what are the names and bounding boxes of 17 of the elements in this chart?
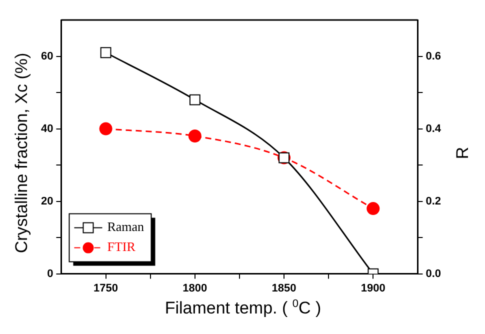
x-tick-label: 1750 — [94, 282, 118, 294]
y-tick-label: 20 — [40, 195, 54, 208]
y2-axis-title: R — [453, 146, 473, 160]
y2-tick-label: 0.4 — [426, 122, 442, 135]
y2-tick-label: 0.6 — [426, 50, 442, 62]
x-tick-label: 1800 — [182, 282, 208, 294]
y-tick-label: 0 — [47, 268, 54, 280]
x-tick-label: 1900 — [360, 282, 386, 294]
legend-label: Raman — [107, 219, 145, 234]
x-axis-title: Filament temp. ( $^{0}$C ) — [164, 298, 322, 318]
y-axis-title: Crystalline fraction, Xc (%) — [12, 52, 32, 254]
y2-tick-label: 0.0 — [426, 268, 442, 280]
y-tick-label: 60 — [40, 50, 54, 62]
y2-tick-label: 0.2 — [426, 195, 442, 208]
y-tick-label: 40 — [40, 122, 54, 135]
x-tick-label: 1850 — [272, 282, 296, 294]
legend-label: FTIR — [107, 239, 136, 254]
